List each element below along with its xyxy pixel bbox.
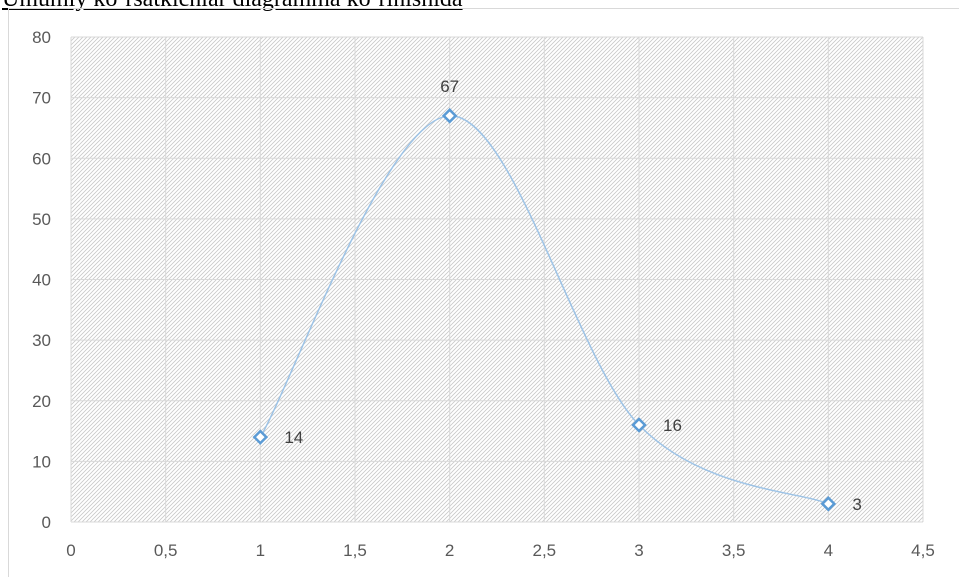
y-tick-label: 50 [32, 210, 51, 229]
data-point-marker [631, 417, 647, 433]
data-label: 14 [284, 428, 303, 447]
y-tick-label: 60 [32, 149, 51, 168]
y-tick-label: 70 [32, 89, 51, 108]
data-point-marker [252, 429, 269, 445]
y-tick-label: 0 [42, 513, 51, 532]
y-tick-label: 20 [32, 392, 51, 411]
x-tick-label: 2,5 [533, 541, 557, 560]
y-tick-label: 80 [32, 28, 51, 47]
data-label: 16 [663, 416, 682, 435]
x-tick-label: 1,5 [343, 541, 367, 560]
x-tick-label: 0 [66, 541, 75, 560]
x-tick-label: 0,5 [154, 541, 178, 560]
x-tick-label: 4 [824, 541, 833, 560]
x-axis-ticks: 0 0,5 1 1,5 2 2,5 3 3,5 4 4,5 [66, 541, 935, 560]
page-title: Umumiy ko`rsatkichlar diagramma ko`rinis… [2, 0, 463, 13]
data-label: 3 [852, 495, 861, 514]
data-point-marker [820, 496, 837, 512]
gridlines [70, 36, 924, 523]
series-line [259, 115, 829, 505]
x-tick-label: 4,5 [911, 541, 935, 560]
x-tick-label: 2 [445, 541, 454, 560]
y-axis-ticks: 0 10 20 30 40 50 60 70 80 [32, 28, 51, 532]
y-tick-label: 10 [32, 452, 51, 471]
y-tick-label: 30 [32, 331, 51, 350]
x-tick-label: 3,5 [722, 541, 746, 560]
x-tick-label: 1 [256, 541, 265, 560]
chart-frame [8, 8, 959, 577]
y-tick-label: 40 [32, 271, 51, 290]
x-tick-label: 3 [634, 541, 643, 560]
data-point-marker [441, 108, 458, 124]
data-label: 67 [440, 77, 459, 96]
series-layer: 14 67 16 3 [252, 77, 862, 514]
